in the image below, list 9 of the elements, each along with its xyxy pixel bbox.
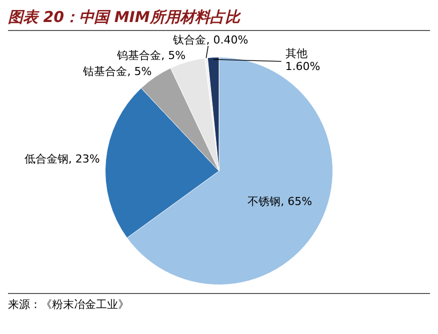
slice-label: 不锈钢, 65% [248,194,312,208]
chart-title: 图表 20：中国 MIM所用材料占比 [8,8,430,31]
source-note: 来源：《粉末冶金工业》 [8,298,129,311]
slice-label: 钴基合金, 5% [82,64,152,78]
data-label: 1.60% [285,60,320,73]
slice-label: 其他 [285,46,308,60]
slice-label: 钨基合金, 5% [116,48,186,62]
slice-label: 钛合金, 0.40% [172,33,248,46]
slice-label: 低合金钢, 23% [24,152,100,166]
